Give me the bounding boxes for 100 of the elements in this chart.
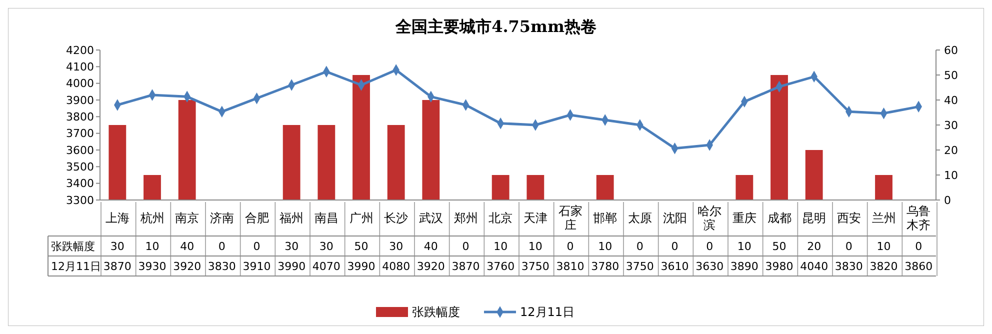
y-tick-label: 4000 — [66, 77, 94, 90]
y2-tick-label: 50 — [944, 68, 958, 82]
y2-tick-label: 20 — [944, 144, 958, 157]
y-tick-label: 4100 — [66, 60, 94, 74]
x-tick-label: 邯郸 — [593, 211, 618, 226]
y-tick-label: 3300 — [66, 194, 94, 207]
data-label: 3750 — [626, 260, 654, 273]
data-label: 3930 — [138, 260, 166, 273]
text: 12月11日 — [51, 260, 101, 273]
x-tick-label: 昆明 — [802, 211, 826, 226]
data-label: 3830 — [834, 260, 863, 273]
x-tick-label: 南昌 — [314, 211, 338, 226]
y-tick-label: 3500 — [66, 160, 94, 174]
data-label: 30 — [110, 240, 124, 253]
x-tick-label: 北京 — [488, 211, 513, 226]
y-tick-label: 3800 — [66, 110, 94, 124]
chart-title: 全国主要城市4.75mm热卷 — [394, 17, 596, 36]
data-label: 30 — [319, 240, 334, 253]
data-label: 4080 — [382, 260, 410, 273]
data-label: 50 — [772, 240, 786, 253]
x-tick-label: 天津 — [523, 211, 548, 226]
data-label: 3990 — [278, 260, 306, 273]
x-tick-label: 福州 — [280, 211, 304, 226]
x-tick-label: 合肥 — [244, 211, 269, 226]
x-tick-label: 济南 — [210, 211, 234, 226]
text: 张跌幅度 — [51, 240, 95, 253]
x-tick-label: 长沙 — [384, 211, 408, 226]
x-tick-label: 广州 — [349, 211, 374, 226]
y2-tick-label: 10 — [944, 168, 958, 182]
data-label: 10 — [737, 240, 752, 253]
data-label: 30 — [389, 240, 404, 253]
data-label: 20 — [807, 240, 822, 253]
data-label: 40 — [424, 240, 438, 253]
data-label: 3750 — [521, 260, 550, 273]
y2-tick-label: 40 — [944, 94, 958, 107]
bar — [282, 125, 300, 200]
data-label: 3630 — [696, 260, 724, 273]
y-tick-label: 3700 — [66, 127, 94, 140]
data-label: 3870 — [103, 260, 132, 273]
x-tick-label: 上海 — [105, 211, 130, 226]
bar — [492, 175, 510, 200]
data-label: 0 — [566, 240, 574, 253]
data-label: 10 — [876, 240, 891, 253]
data-label: 0 — [253, 240, 260, 253]
y2-tick-label: 60 — [944, 44, 958, 57]
bar — [736, 175, 754, 200]
data-label: 50 — [354, 240, 368, 253]
y-tick-label: 4200 — [66, 44, 94, 57]
bar — [422, 100, 440, 200]
x-tick-label: 郑州 — [454, 211, 478, 226]
bar — [352, 75, 370, 200]
bar — [596, 175, 614, 200]
bar — [108, 125, 126, 200]
data-label: 40 — [180, 240, 194, 253]
data-label: 4040 — [800, 260, 828, 273]
x-tick-label: 杭州 — [139, 211, 164, 226]
x-tick-label: 重庆 — [732, 211, 756, 226]
y2-tick-label: 30 — [944, 118, 958, 132]
data-label: 3810 — [556, 260, 584, 273]
x-tick-label: 南京 — [175, 211, 200, 226]
data-label: 10 — [528, 240, 542, 253]
data-label: 4070 — [312, 260, 340, 273]
y2-tick-label: 0 — [944, 194, 951, 207]
data-label: 3780 — [591, 260, 620, 273]
bar — [318, 125, 336, 200]
y-tick-label: 3900 — [66, 94, 94, 107]
bar — [144, 175, 161, 200]
data-label: 3830 — [208, 260, 236, 273]
data-label: 0 — [845, 240, 852, 253]
bar — [526, 175, 544, 200]
x-tick-label: 石家庄 — [558, 204, 582, 232]
data-label: 3980 — [765, 260, 794, 273]
data-label: 10 — [145, 240, 160, 253]
data-label: 3910 — [242, 260, 271, 273]
x-tick-label: 西安 — [836, 211, 861, 226]
x-tick-label: 沈阳 — [662, 211, 687, 226]
data-label: 3860 — [904, 260, 933, 273]
data-label: 0 — [462, 240, 470, 253]
data-label: 3990 — [347, 260, 376, 273]
data-label: 0 — [671, 240, 678, 253]
x-tick-label: 乌鲁木齐 — [906, 204, 931, 232]
bar — [178, 100, 196, 200]
x-tick-label: 武汉 — [418, 211, 443, 226]
data-label: 3890 — [730, 260, 758, 273]
data-label: 30 — [284, 240, 299, 253]
data-label: 0 — [706, 240, 714, 253]
data-label: 0 — [218, 240, 226, 253]
data-label: 3760 — [486, 260, 515, 273]
data-label: 3920 — [173, 260, 202, 273]
data-label: 3820 — [870, 260, 898, 273]
data-label: 3920 — [416, 260, 445, 273]
data-label: 0 — [915, 240, 922, 253]
legend-label: 张跌幅度 — [412, 305, 460, 320]
data-label: 3870 — [452, 260, 480, 273]
legend-label: 12月11日 — [520, 305, 575, 320]
bar — [875, 175, 892, 200]
data-label: 0 — [636, 240, 644, 253]
bar — [770, 75, 788, 200]
data-label: 3610 — [660, 260, 689, 273]
x-tick-label: 太原 — [628, 211, 652, 226]
